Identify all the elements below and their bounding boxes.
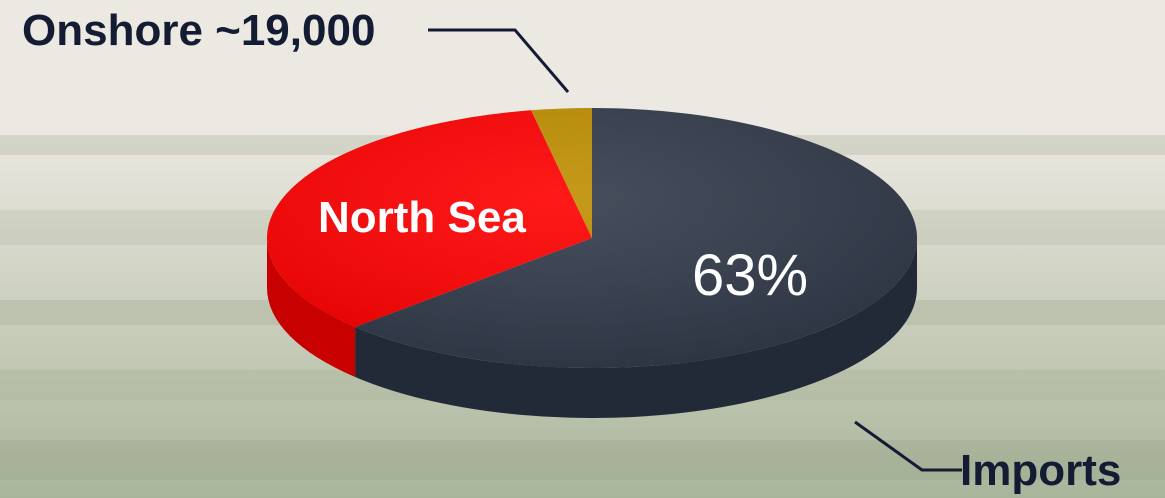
north-sea-label: North Sea — [318, 193, 526, 242]
landscape-band — [0, 440, 1165, 480]
imports-percent-label: 63% — [692, 243, 809, 308]
pie-slice-side-imports — [355, 238, 917, 418]
onshore-label: Onshore ~19,000 — [22, 6, 376, 55]
imports-label: Imports — [960, 446, 1122, 495]
leader-lines — [428, 28, 962, 472]
imports-leader-line — [854, 420, 962, 472]
onshore-leader-line — [428, 28, 570, 93]
